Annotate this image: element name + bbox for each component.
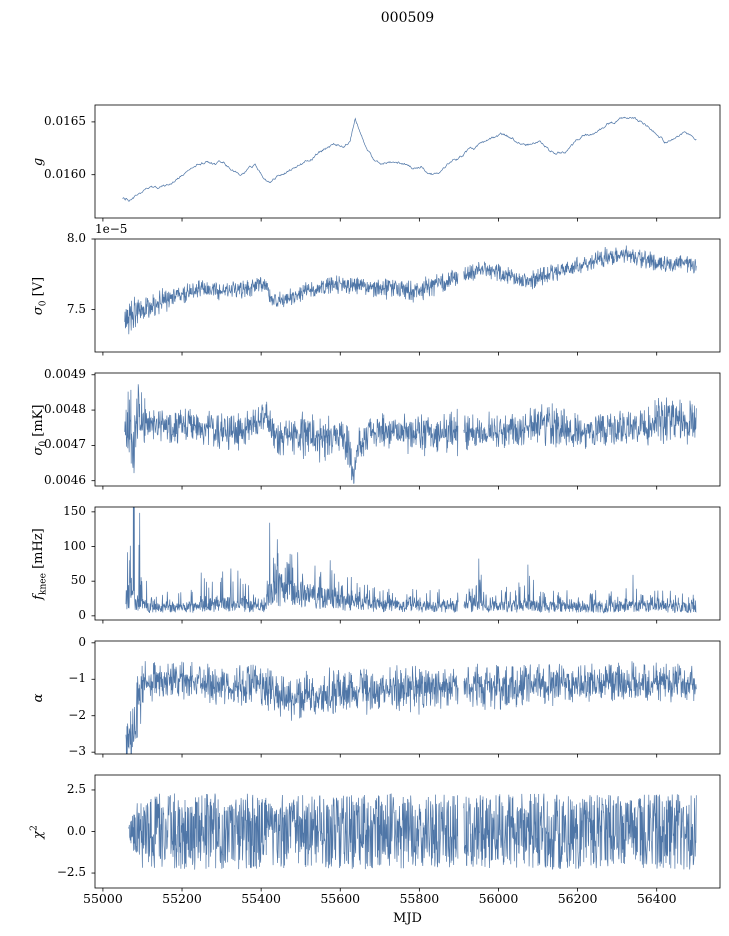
y-tick-label: 8.0: [66, 231, 86, 245]
y-axis-label-sigma0-v: σ0 [V]: [24, 239, 54, 352]
data-line: [124, 245, 697, 335]
data-line: [125, 507, 697, 614]
y-tick-label: 0: [78, 607, 86, 622]
x-tick-label: 56200: [557, 891, 598, 906]
axis-border: [94, 774, 721, 889]
data-line: [125, 661, 697, 754]
x-tick-label: 56400: [636, 891, 677, 906]
axis-border: [94, 506, 721, 621]
y-tick-label: 0.0046: [44, 472, 86, 487]
x-axis-label: MJD: [393, 911, 422, 926]
y-label-unit: [V]: [30, 276, 46, 301]
y-label-var: g: [30, 157, 46, 166]
subplot-g: g 0.0160 0.0165: [0, 104, 729, 222]
axis-border: [94, 640, 721, 755]
x-tick-label: 55400: [241, 891, 281, 906]
data-line: [128, 793, 697, 871]
y-tick-label: 50: [70, 573, 86, 588]
x-tick-label: 56000: [478, 891, 519, 906]
plot-area-alpha: [91, 640, 721, 758]
y-axis-label-sigma0-mk: σ0 [mK]: [24, 373, 54, 486]
x-tick-label: 55800: [399, 891, 440, 906]
y-tick-label: 7.5: [66, 301, 86, 316]
y-tick-label: −2: [68, 707, 86, 722]
x-tick-label: 55000: [83, 891, 123, 906]
y-tick-label: 0: [78, 634, 86, 649]
y-label-var: f: [30, 594, 46, 600]
y-tick-label: −2.5: [56, 865, 86, 880]
plot-area-sigma0-v: [91, 238, 721, 356]
y-tick-label: 100: [63, 538, 86, 553]
y-tick-label: 0.0047: [44, 437, 86, 452]
y-tick-label: −3: [68, 744, 86, 759]
y-tick-label: −1: [68, 671, 86, 686]
plot-area-fknee: [91, 506, 721, 624]
x-tick-label: 55600: [320, 891, 361, 906]
data-line: [122, 116, 697, 202]
y-axis-label-fknee: fknee [mHz]: [24, 507, 54, 620]
plot-area-g: [91, 104, 721, 222]
y-axis-label-alpha: α: [24, 641, 54, 754]
y-axis-offset-label: 1e−5: [95, 222, 128, 236]
data-line: [124, 384, 697, 484]
plot-area-sigma0-mk: [91, 372, 721, 490]
subplot-sigma0-mk: σ0 [mK] 0.0046 0.0047 0.0048 0.0049: [0, 367, 729, 490]
y-tick-label: 0.0: [66, 823, 86, 838]
subplot-sigma0-v: 1e−5 σ0 [V] 7.5 8.0: [0, 222, 729, 356]
axis-border: [94, 104, 721, 219]
y-label-var: α: [30, 693, 46, 702]
subplot-alpha: α −3 −2 −1 0: [0, 635, 729, 758]
axis-border: [94, 372, 721, 487]
y-tick-label: 0.0165: [44, 113, 86, 128]
y-tick-label: 0.0048: [44, 402, 86, 417]
y-tick-label: 0.0160: [44, 166, 86, 181]
axis-border: [94, 238, 721, 353]
subplot-fknee: fknee [mHz] 0 50 100 150: [0, 503, 729, 624]
x-tick-label: 55200: [162, 891, 202, 906]
y-tick-label: 150: [63, 503, 86, 518]
figure-title: 000509: [380, 10, 435, 26]
subplot-chi2: χ2 −2.5 0.0 2.5: [0, 774, 729, 892]
y-tick-label: 0.0049: [44, 366, 86, 381]
y-tick-label: 2.5: [66, 781, 86, 796]
plot-area-chi2: [91, 774, 721, 892]
